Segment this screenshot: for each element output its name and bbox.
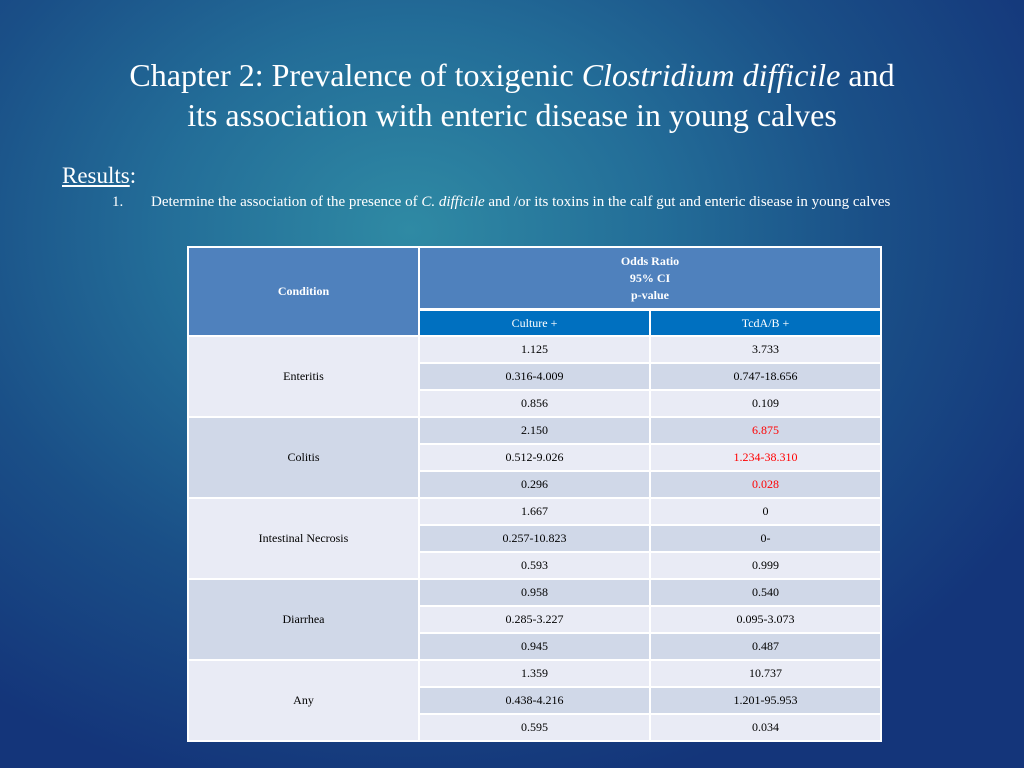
toxin-value-cell-significant: 6.875 (648, 416, 883, 445)
list-item-number: 1. (112, 194, 124, 210)
culture-value-cell: 1.125 (418, 335, 651, 364)
toxin-value-cell: 0.109 (648, 389, 883, 418)
toxin-value-cell: 0.999 (648, 551, 883, 580)
title-text-prefix: Chapter 2: Prevalence of toxigenic (129, 57, 582, 93)
culture-value-cell: 2.150 (418, 416, 651, 445)
table-body: Enteritis 1.125 3.733 0.316-4.009 0.747-… (187, 335, 883, 742)
table-row: 0.438-4.216 1.201-95.953 (188, 686, 883, 715)
condition-cell-enteritis: Enteritis (187, 335, 420, 418)
culture-value-cell: 0.438-4.216 (418, 686, 651, 715)
culture-value-cell: 0.856 (418, 389, 651, 418)
table-row: Enteritis 1.125 3.733 (187, 335, 883, 418)
table-row: 0.945 0.487 (188, 632, 883, 661)
toxin-value-cell: 0.747-18.656 (648, 362, 883, 391)
toxin-value-cell: 0- (648, 524, 883, 553)
table-row: Diarrhea 0.958 0.540 (187, 578, 883, 661)
toxin-value-cell: 10.737 (648, 659, 883, 688)
toxin-value-cell: 1.201-95.953 (648, 686, 883, 715)
list-item-text: Determine the association of the presenc… (151, 192, 961, 212)
table-row: 0.296 0.028 (188, 470, 883, 499)
toxin-value-cell: 0.095-3.073 (648, 605, 883, 634)
culture-value-cell: 0.958 (418, 578, 651, 607)
table-row: 0.593 0.999 (188, 551, 883, 580)
table-row: 0.285-3.227 0.095-3.073 (188, 605, 883, 634)
culture-value-cell: 0.595 (418, 713, 651, 742)
toxin-value-cell: 0.540 (648, 578, 883, 607)
culture-value-cell: 0.945 (418, 632, 651, 661)
culture-value-cell: 0.593 (418, 551, 651, 580)
condition-cell-diarrhea: Diarrhea (187, 578, 420, 661)
culture-value-cell: 1.667 (418, 497, 651, 526)
p-value-header-line: p-value (631, 287, 670, 302)
odds-ratio-header-line: Odds Ratio (620, 253, 680, 268)
odds-ratio-table: Condition Odds Ratio 95% CI p-value Cult… (187, 246, 883, 742)
toxin-value-cell-significant: 1.234-38.310 (648, 443, 883, 472)
results-label: Results (62, 163, 130, 188)
toxin-value-cell: 0.034 (648, 713, 883, 742)
table-row: 0.512-9.026 1.234-38.310 (188, 443, 883, 472)
item-text-suffix: and /or its toxins in the calf gut and e… (484, 194, 891, 210)
table-row: Intestinal Necrosis 1.667 0 (187, 497, 883, 580)
toxin-value-cell-significant: 0.028 (648, 470, 883, 499)
title-line-1: Chapter 2: Prevalence of toxigenic Clost… (40, 55, 984, 95)
culture-value-cell: 0.257-10.823 (418, 524, 651, 553)
slide-title: Chapter 2: Prevalence of toxigenic Clost… (40, 55, 984, 135)
table-row: 0.595 0.034 (188, 713, 883, 742)
culture-value-cell: 1.359 (418, 659, 651, 688)
results-colon: : (129, 163, 137, 188)
table-row: Any 1.359 10.737 (187, 659, 883, 742)
table-row: 0.257-10.823 0- (188, 524, 883, 553)
condition-cell-intestinal-necrosis: Intestinal Necrosis (187, 497, 420, 580)
title-line-2: its association with enteric disease in … (187, 97, 837, 133)
results-heading: Results: (62, 162, 136, 190)
culture-value-cell: 0.296 (418, 470, 651, 499)
title-organism-name: Clostridium difficile (581, 57, 841, 93)
toxin-positive-header: TcdA/B + (648, 308, 883, 337)
condition-cell-colitis: Colitis (187, 416, 420, 499)
table-row: 0.316-4.009 0.747-18.656 (188, 362, 883, 391)
condition-header: Condition (187, 246, 420, 337)
culture-value-cell: 0.512-9.026 (418, 443, 651, 472)
item-organism-name: C. difficile (421, 194, 485, 210)
toxin-value-cell: 0.487 (648, 632, 883, 661)
odds-ratio-header: Odds Ratio 95% CI p-value (417, 246, 883, 311)
table-row: Colitis 2.150 6.875 (187, 416, 883, 499)
condition-cell-any: Any (187, 659, 420, 742)
culture-positive-header: Culture + (418, 308, 651, 337)
culture-value-cell: 0.285-3.227 (418, 605, 651, 634)
item-text-prefix: Determine the association of the presenc… (151, 194, 422, 210)
culture-value-cell: 0.316-4.009 (418, 362, 651, 391)
title-text-suffix: and (840, 57, 895, 93)
table-row: 0.856 0.109 (188, 389, 883, 418)
toxin-value-cell: 3.733 (648, 335, 883, 364)
toxin-value-cell: 0 (648, 497, 883, 526)
ci-header-line: 95% CI (629, 270, 671, 285)
